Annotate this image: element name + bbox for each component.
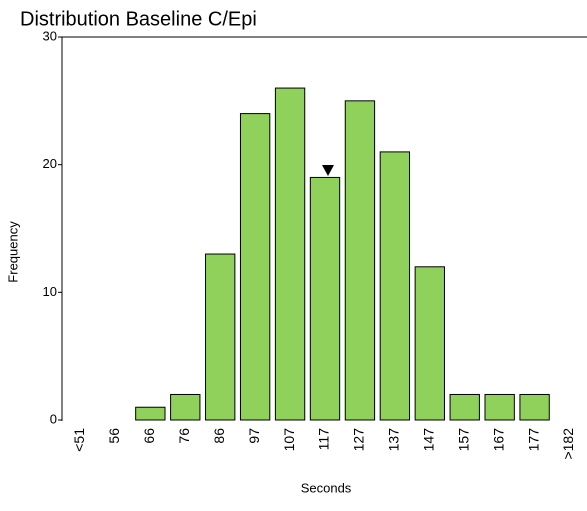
x-tick-label: 137 bbox=[386, 428, 402, 452]
bar bbox=[309, 176, 341, 421]
bar bbox=[274, 87, 306, 421]
bar bbox=[344, 100, 376, 421]
y-axis-label: Frequency bbox=[5, 221, 20, 283]
y-tick-label: 30 bbox=[43, 28, 57, 43]
x-tick-label: 56 bbox=[106, 428, 122, 444]
x-tick-label: 167 bbox=[490, 428, 506, 452]
x-tick-label: 157 bbox=[455, 428, 471, 452]
y-tick-label: 0 bbox=[50, 411, 57, 426]
x-tick-label: 117 bbox=[316, 428, 332, 451]
y-tick-label: 10 bbox=[43, 284, 57, 299]
x-tick-label: 97 bbox=[246, 428, 262, 444]
y-tick-label: 20 bbox=[43, 156, 57, 171]
bar bbox=[205, 253, 236, 421]
x-axis-label: Seconds bbox=[301, 480, 352, 495]
bar bbox=[449, 393, 480, 421]
x-tick-label: 107 bbox=[281, 428, 297, 452]
bar bbox=[519, 393, 550, 421]
bar bbox=[379, 151, 411, 421]
bar bbox=[239, 113, 271, 421]
x-tick-label: 86 bbox=[211, 428, 227, 444]
bar bbox=[484, 393, 515, 421]
x-tick-label: >182 bbox=[560, 428, 576, 460]
x-tick-label: 177 bbox=[525, 428, 541, 452]
x-tick-label: 66 bbox=[141, 428, 157, 444]
x-tick-label: 127 bbox=[351, 428, 367, 452]
x-tick-label: 147 bbox=[421, 428, 437, 452]
bar bbox=[170, 393, 201, 421]
mean-marker bbox=[322, 165, 334, 176]
chart-title: Distribution Baseline C/Epi bbox=[20, 8, 257, 30]
x-tick-label: 76 bbox=[176, 428, 192, 444]
bar bbox=[414, 266, 445, 421]
bar bbox=[135, 406, 166, 421]
x-tick-label: <51 bbox=[71, 428, 87, 452]
